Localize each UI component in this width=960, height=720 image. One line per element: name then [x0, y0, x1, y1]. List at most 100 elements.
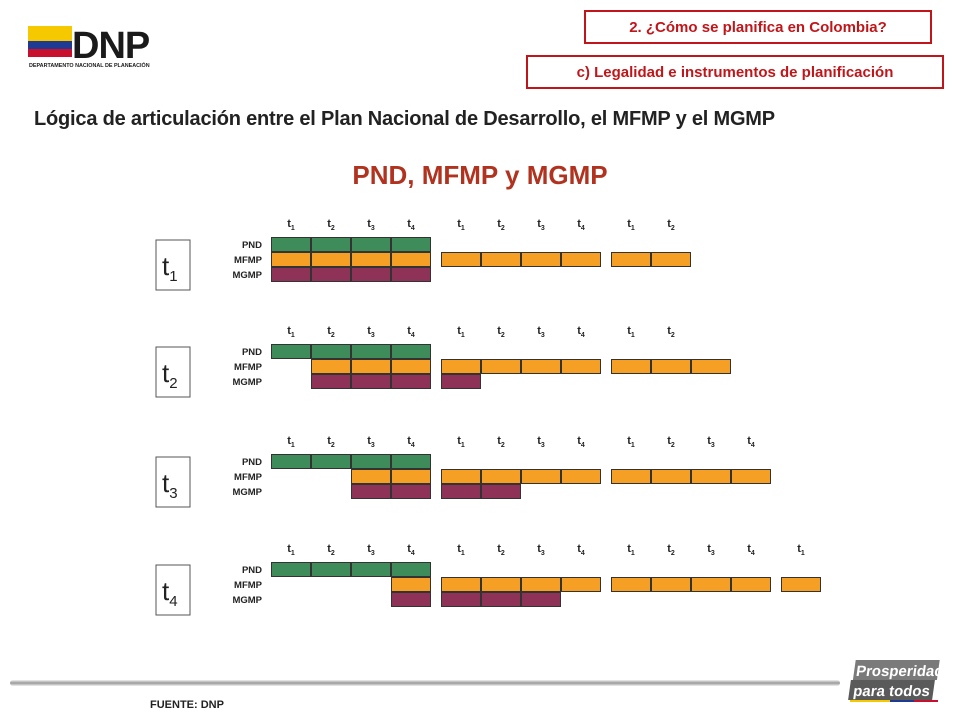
column-header-subscript: 4 — [411, 332, 415, 339]
cell-mfmp — [311, 359, 351, 374]
column-header-subscript: 3 — [371, 332, 375, 339]
cell-pnd — [351, 344, 391, 359]
column-header-subscript: 4 — [751, 442, 755, 449]
cell-mgmp — [441, 484, 481, 499]
column-header: t2 — [667, 435, 675, 449]
column-header: t4 — [407, 543, 415, 557]
column-header-subscript: 1 — [291, 550, 295, 557]
column-header-subscript: 3 — [711, 550, 715, 557]
column-header: t2 — [667, 218, 675, 232]
column-header-subscript: 2 — [671, 225, 675, 232]
badge-flag-red — [914, 700, 938, 702]
column-header-subscript: 4 — [581, 225, 585, 232]
cell-mgmp — [351, 374, 391, 389]
column-header: t3 — [367, 218, 375, 232]
column-header-subscript: 2 — [671, 442, 675, 449]
column-header-subscript: 3 — [711, 442, 715, 449]
column-header-subscript: 1 — [631, 225, 635, 232]
column-header: t4 — [577, 435, 585, 449]
period-label-subscript: 3 — [169, 485, 177, 502]
cell-pnd — [351, 454, 391, 469]
column-header: t3 — [537, 218, 545, 232]
cell-mgmp — [481, 592, 521, 607]
cell-mfmp — [351, 469, 391, 484]
period-label-subscript: 4 — [169, 593, 177, 610]
cell-mfmp — [521, 469, 561, 484]
period-label-subscript: 2 — [169, 375, 177, 392]
cell-mgmp — [391, 267, 431, 282]
row-label-pnd: PND — [242, 565, 262, 576]
cell-mfmp — [441, 252, 481, 267]
column-header-subscript: 2 — [501, 332, 505, 339]
row-label-mfmp: MFMP — [234, 472, 263, 483]
cell-mfmp — [521, 359, 561, 374]
column-header-subscript: 2 — [671, 550, 675, 557]
diagram-title: PND, MFMP y MGMP — [352, 160, 608, 190]
column-header-subscript: 2 — [671, 332, 675, 339]
column-header: t3 — [367, 543, 375, 557]
flag-blue-stripe — [28, 41, 72, 49]
column-header: t4 — [577, 218, 585, 232]
flag-red-stripe — [28, 49, 72, 57]
cell-mgmp — [391, 484, 431, 499]
column-header: t2 — [327, 218, 335, 232]
cell-mfmp — [521, 252, 561, 267]
column-header: t2 — [497, 218, 505, 232]
column-header: t2 — [497, 435, 505, 449]
column-header-subscript: 1 — [461, 225, 465, 232]
column-header: t3 — [537, 435, 545, 449]
row-label-mgmp: MGMP — [232, 595, 262, 606]
column-header-subscript: 1 — [801, 550, 805, 557]
cell-mfmp — [651, 469, 691, 484]
column-header-subscript: 1 — [291, 332, 295, 339]
row-label-mgmp: MGMP — [232, 487, 262, 498]
column-header: t1 — [287, 325, 295, 339]
column-header: t1 — [287, 435, 295, 449]
column-header: t1 — [627, 218, 635, 232]
column-header: t4 — [577, 325, 585, 339]
column-header-subscript: 4 — [581, 550, 585, 557]
cell-pnd — [391, 237, 431, 252]
cell-pnd — [271, 562, 311, 577]
cell-pnd — [271, 344, 311, 359]
column-header-subscript: 1 — [461, 332, 465, 339]
cell-mgmp — [441, 592, 481, 607]
cell-mfmp — [441, 469, 481, 484]
cell-mfmp — [391, 359, 431, 374]
cell-mfmp — [651, 252, 691, 267]
cell-pnd — [391, 562, 431, 577]
cell-pnd — [351, 562, 391, 577]
cell-mfmp — [521, 577, 561, 592]
cell-mgmp — [271, 267, 311, 282]
column-header-subscript: 2 — [331, 550, 335, 557]
column-header-subscript: 1 — [461, 550, 465, 557]
row-label-pnd: PND — [242, 457, 262, 468]
cell-mfmp — [691, 577, 731, 592]
row-label-pnd: PND — [242, 347, 262, 358]
column-header: t4 — [407, 435, 415, 449]
column-header-subscript: 1 — [631, 442, 635, 449]
cell-mfmp — [691, 359, 731, 374]
column-header: t4 — [577, 543, 585, 557]
badge-bg-top — [852, 660, 940, 680]
column-header-subscript: 1 — [631, 332, 635, 339]
column-header: t2 — [327, 543, 335, 557]
cell-pnd — [311, 454, 351, 469]
badge-bg-bottom — [848, 680, 935, 700]
column-header-subscript: 4 — [581, 332, 585, 339]
column-header-subscript: 3 — [541, 332, 545, 339]
cell-mfmp — [691, 469, 731, 484]
cell-pnd — [351, 237, 391, 252]
cell-mfmp — [311, 252, 351, 267]
cell-pnd — [391, 344, 431, 359]
badge-flag-blue — [890, 700, 914, 702]
period-box — [155, 456, 191, 508]
column-header: t1 — [457, 325, 465, 339]
column-header-subscript: 3 — [371, 550, 375, 557]
column-header: t3 — [537, 543, 545, 557]
column-header: t3 — [367, 435, 375, 449]
column-header: t1 — [627, 325, 635, 339]
period-box — [155, 564, 191, 616]
